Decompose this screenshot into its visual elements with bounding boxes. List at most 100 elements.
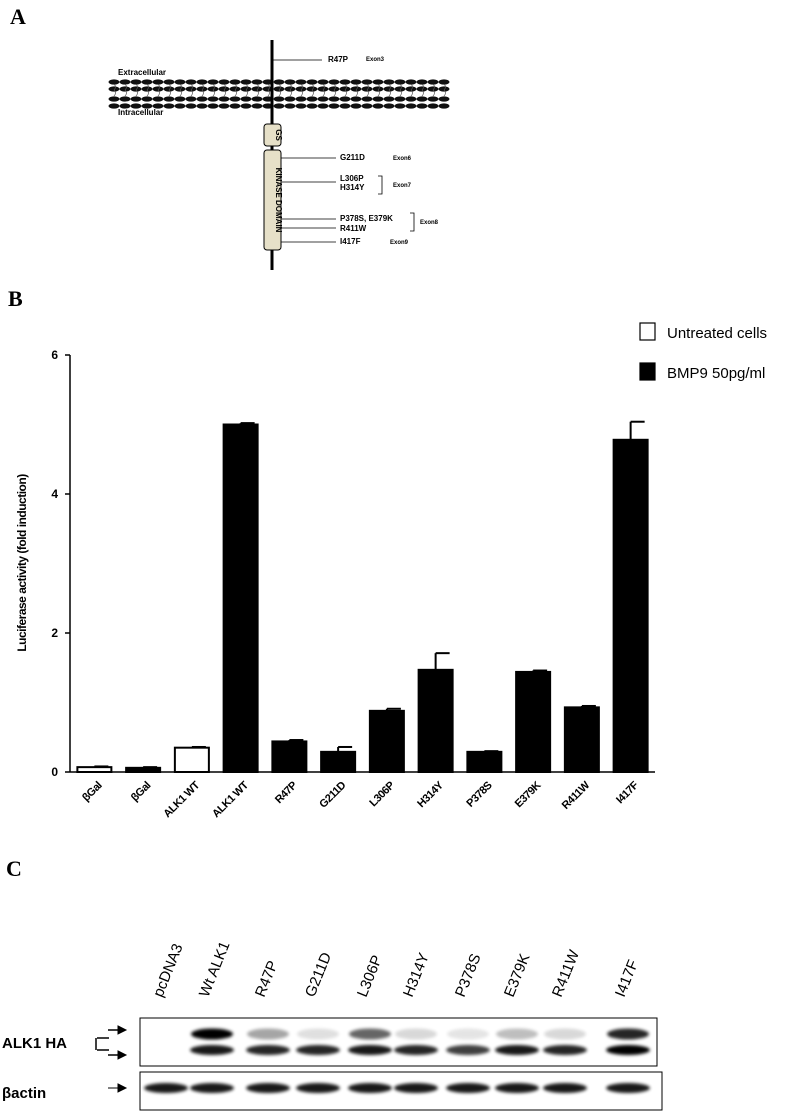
lipid-head (119, 103, 131, 109)
lipid-head (383, 86, 395, 92)
lipid-head (141, 96, 153, 102)
lipid-head (229, 103, 241, 109)
band (543, 1045, 587, 1055)
lipid-head (174, 96, 186, 102)
x-tick-label: R47P (273, 780, 300, 807)
lipid-tail (179, 83, 182, 97)
bar (222, 423, 259, 773)
lane-label: H314Y (400, 951, 433, 1000)
lipid-head (438, 103, 450, 109)
mutation-label: I417F (340, 237, 361, 246)
lipid-head (295, 79, 307, 85)
lipid-head (350, 103, 362, 109)
band (395, 1028, 437, 1040)
x-tick-label: ALK1 WT (161, 779, 202, 820)
lane-label: Wt ALK1 (196, 939, 234, 999)
band-arrows (108, 1025, 128, 1093)
lipid-head (295, 96, 307, 102)
lipid-head (130, 96, 142, 102)
bar (368, 709, 405, 774)
lipid-head (119, 79, 131, 85)
x-tick-label: I417F (614, 779, 641, 806)
lipid-head (163, 79, 175, 85)
lipid-head (295, 103, 307, 109)
lipid-tail (168, 83, 171, 97)
exon-label: Exon8 (420, 220, 439, 226)
lane-label: pcDNA3 (150, 941, 187, 999)
bar (563, 706, 600, 773)
band (348, 1045, 392, 1055)
gs-domain (263, 123, 282, 147)
lipid-head (163, 103, 175, 109)
membrane-label: Extracellular (118, 68, 166, 77)
lipid-head (218, 86, 230, 92)
lane-label: P378S (452, 951, 485, 999)
bar (320, 750, 357, 773)
lipid-tail (245, 83, 248, 97)
lipid-tail (201, 83, 204, 97)
x-tick-label: P378S (464, 780, 494, 810)
lipid-head (394, 86, 406, 92)
lipid-head (416, 103, 428, 109)
lipid-head (240, 86, 252, 92)
lipid-head (372, 103, 384, 109)
lipid-tail (267, 83, 270, 97)
lipid-tail (223, 83, 226, 97)
exon-label: Exon3 (366, 57, 385, 63)
lipid-head (284, 96, 296, 102)
pointer-lines (272, 59, 415, 243)
lipid-head (185, 96, 197, 102)
lipid-head (350, 86, 362, 92)
bar (271, 740, 308, 773)
legend-label: Untreated cells (667, 325, 767, 342)
western-blot: ALK1 HA βactin pcDNA3 Wt ALK1 R47P G211D L30… (2, 939, 663, 1111)
lipid-tail (212, 83, 215, 97)
lipid-head (207, 103, 219, 109)
mutation-label: G211D (340, 153, 365, 162)
lipid-head (372, 79, 384, 85)
band (190, 1083, 234, 1093)
x-tick-label: H314Y (415, 779, 446, 810)
lane-label: I417F (612, 958, 642, 1000)
lipid-head (240, 103, 252, 109)
lipid-head (383, 96, 395, 102)
panel-label: C (6, 856, 22, 881)
lipid-head (306, 86, 318, 92)
bar (125, 766, 162, 774)
lipid-head (405, 96, 417, 102)
lipid-head (328, 86, 340, 92)
x-tick-label: G211D (317, 779, 348, 810)
lipid-head (119, 86, 131, 92)
lane-label: G211D (302, 950, 335, 1000)
lipid-head (229, 79, 241, 85)
lipid-head (438, 79, 450, 85)
lipid-head (317, 79, 329, 85)
lipid-head (383, 103, 395, 109)
lipid-head (416, 96, 428, 102)
y-axis-label: Luciferase activity (fold induction) (15, 474, 29, 652)
y-tick-label: 2 (51, 626, 58, 640)
lipid-head (372, 86, 384, 92)
lipid-head (306, 96, 318, 102)
lipid-head (361, 79, 373, 85)
band (496, 1028, 538, 1040)
lipid-head (361, 86, 373, 92)
lipid-head (185, 79, 197, 85)
lipid-head (273, 86, 285, 92)
lipid-tail (157, 83, 160, 97)
y-tick-label: 4 (51, 487, 58, 501)
lane-label: L306P (354, 953, 386, 1000)
band (246, 1045, 290, 1055)
lipid-head (284, 79, 296, 85)
mutation-label: R411W (340, 224, 367, 233)
band (446, 1083, 490, 1093)
lipid-tail (135, 83, 138, 97)
lipid-head (251, 79, 263, 85)
lipid-head (427, 86, 439, 92)
lipid-tail (300, 83, 303, 97)
band (544, 1028, 586, 1040)
lipid-head (218, 79, 230, 85)
panel-label: A (10, 4, 26, 29)
lipid-head (273, 79, 285, 85)
lipid-tail (355, 83, 358, 97)
